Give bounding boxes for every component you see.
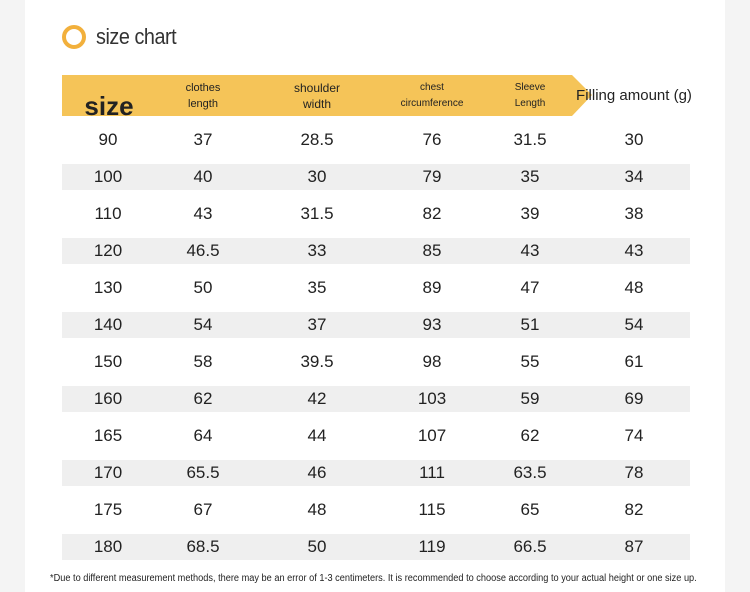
table-cell: 66.5 xyxy=(513,537,547,556)
table-cell: 150 xyxy=(93,352,123,371)
footnote: *Due to different measurement methods, t… xyxy=(50,573,697,584)
table-cell: 67 xyxy=(193,500,213,519)
table-cell: 48 xyxy=(307,500,327,519)
table-cell: 47 xyxy=(520,278,540,297)
table-cell: 55 xyxy=(520,352,540,371)
table-cell: 46.5 xyxy=(186,241,220,260)
table-cell: 44 xyxy=(307,426,327,445)
table-cell: 51 xyxy=(520,315,540,334)
table-cell: 79 xyxy=(422,167,442,186)
table-cell: 39 xyxy=(520,204,540,223)
table-cell: 103 xyxy=(417,389,447,408)
table-cell: 50 xyxy=(193,278,213,297)
table-cell: 54 xyxy=(624,315,644,334)
table-cell: 43 xyxy=(520,241,540,260)
header-chest: chest circumference xyxy=(400,81,464,109)
title-text: size chart xyxy=(96,24,177,49)
table-cell: 35 xyxy=(520,167,540,186)
table-cell: 58 xyxy=(193,352,213,371)
table-cell: 93 xyxy=(422,315,442,334)
table-cell: 30 xyxy=(624,130,644,149)
header-sleeve: Sleeve Length xyxy=(514,81,546,109)
table-cell: 54 xyxy=(193,315,213,334)
table-cell: 165 xyxy=(93,426,123,445)
table-cell: 98 xyxy=(422,352,442,371)
table-cell: 46 xyxy=(307,463,327,482)
table-cell: 160 xyxy=(93,389,123,408)
table-cell: 100 xyxy=(93,167,123,186)
table-cell: 170 xyxy=(93,463,123,482)
header-filling: Filling amount (g) xyxy=(576,86,692,104)
table-cell: 76 xyxy=(422,130,442,149)
table-cell: 110 xyxy=(94,204,122,223)
table-cell: 107 xyxy=(417,426,447,445)
table-cell: 31.5 xyxy=(300,204,334,223)
table-row: 130 50 35 89 47 48 xyxy=(62,275,690,301)
table-cell: 111 xyxy=(419,463,445,482)
table-cell: 90 xyxy=(98,130,118,149)
table-cell: 87 xyxy=(624,537,644,556)
table-cell: 115 xyxy=(418,500,446,519)
table-row: 100 40 30 79 35 34 xyxy=(62,164,690,190)
header-clothes-length: clothes length xyxy=(185,81,221,110)
table-cell: 119 xyxy=(418,537,446,556)
table-header-band xyxy=(62,75,592,116)
table-cell: 62 xyxy=(193,389,213,408)
table-row: 90 37 28.5 76 31.5 30 xyxy=(62,127,690,153)
table-cell: 28.5 xyxy=(300,130,334,149)
table-cell: 78 xyxy=(624,463,644,482)
table-cell: 82 xyxy=(624,500,644,519)
table-row: 175 67 48 115 65 82 xyxy=(62,497,690,523)
table-row: 180 68.5 50 119 66.5 87 xyxy=(62,534,690,560)
table-cell: 40 xyxy=(193,167,213,186)
left-margin xyxy=(0,0,25,592)
table-cell: 50 xyxy=(307,537,327,556)
table-cell: 43 xyxy=(624,241,644,260)
section-title: size chart xyxy=(62,24,185,50)
table-cell: 130 xyxy=(93,278,123,297)
table-cell: 30 xyxy=(307,167,327,186)
table-cell: 69 xyxy=(624,389,644,408)
table-cell: 68.5 xyxy=(186,537,220,556)
table-cell: 33 xyxy=(307,241,327,260)
table-cell: 38 xyxy=(624,204,644,223)
table-row: 160 62 42 103 59 69 xyxy=(62,386,690,412)
header-shoulder-width: shoulder width xyxy=(293,80,341,111)
table-cell: 34 xyxy=(624,167,644,186)
table-row: 170 65.5 46 111 63.5 78 xyxy=(62,460,690,486)
header-size: size xyxy=(84,90,134,121)
circle-icon xyxy=(62,25,86,49)
table-cell: 61 xyxy=(624,352,644,371)
table-cell: 175 xyxy=(93,500,123,519)
table-row: 110 43 31.5 82 39 38 xyxy=(62,201,690,227)
table-cell: 59 xyxy=(520,389,540,408)
table-cell: 42 xyxy=(307,389,327,408)
table-row: 165 64 44 107 62 74 xyxy=(62,423,690,449)
table-cell: 140 xyxy=(93,315,123,334)
table-cell: 31.5 xyxy=(513,130,547,149)
table-row: 150 58 39.5 98 55 61 xyxy=(62,349,690,375)
table-cell: 62 xyxy=(520,426,540,445)
table-row: 120 46.5 33 85 43 43 xyxy=(62,238,690,264)
table-cell: 64 xyxy=(193,426,213,445)
table-cell: 39.5 xyxy=(300,352,334,371)
table-cell: 82 xyxy=(422,204,442,223)
table-row: 140 54 37 93 51 54 xyxy=(62,312,690,338)
table-cell: 65.5 xyxy=(186,463,220,482)
table-cell: 37 xyxy=(193,130,213,149)
table-cell: 43 xyxy=(193,204,213,223)
table-cell: 89 xyxy=(422,278,442,297)
table-cell: 63.5 xyxy=(513,463,547,482)
table-cell: 65 xyxy=(520,500,540,519)
table-cell: 48 xyxy=(624,278,644,297)
table-cell: 74 xyxy=(624,426,644,445)
table-cell: 35 xyxy=(307,278,327,297)
right-margin xyxy=(725,0,750,592)
table-cell: 180 xyxy=(93,537,123,556)
table-cell: 85 xyxy=(422,241,442,260)
table-cell: 37 xyxy=(307,315,327,334)
table-cell: 120 xyxy=(93,241,123,260)
